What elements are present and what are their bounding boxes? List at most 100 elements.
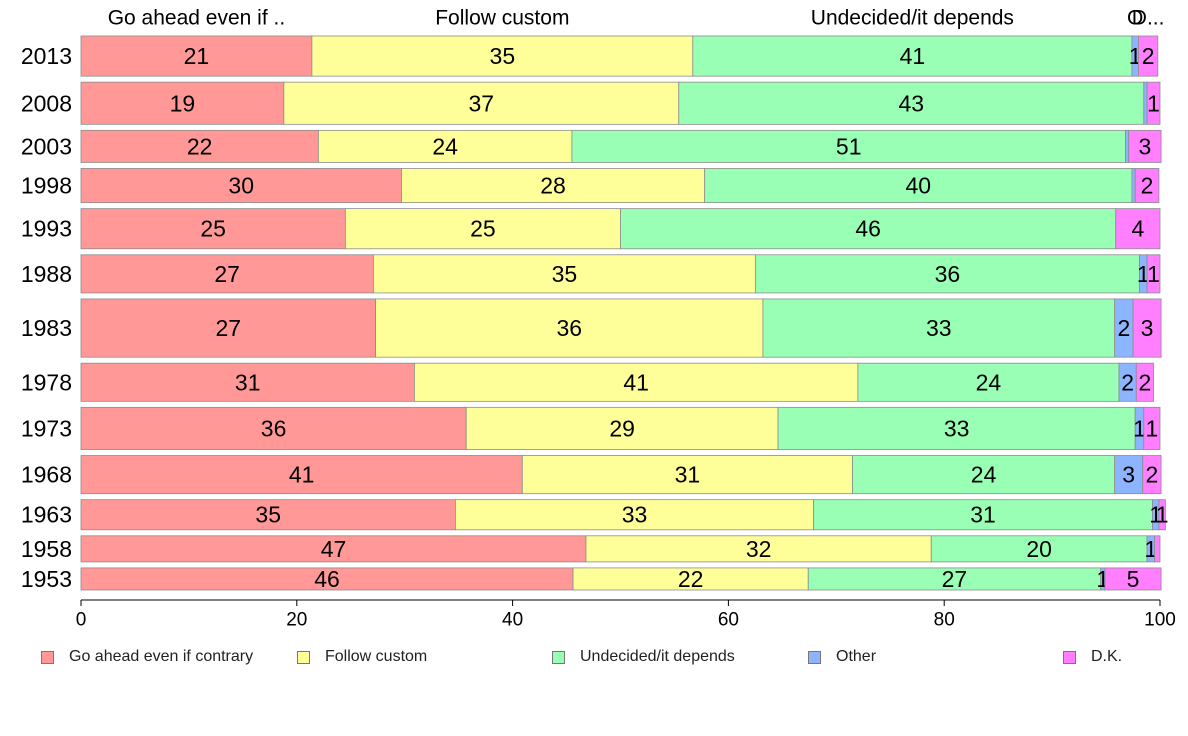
data-label-1973-series-1: 29 <box>609 415 635 441</box>
legend-label-go-ahead: Go ahead even if contrary <box>69 648 254 665</box>
y-tick-label-1958: 1958 <box>21 536 72 562</box>
y-tick-label-1963: 1963 <box>21 502 72 528</box>
bar-2013-series-1 <box>311 35 694 77</box>
bar-2003-series-3 <box>1125 129 1130 163</box>
y-tick-label-1993: 1993 <box>21 216 72 242</box>
data-label-2008-series-2: 43 <box>898 90 924 116</box>
bar-2013-series-2 <box>692 35 1133 77</box>
bar-1993-series-0 <box>80 208 346 250</box>
data-label-1983-series-0: 27 <box>215 315 241 341</box>
data-label-1983-series-4: 3 <box>1141 315 1154 341</box>
data-label-2013-series-0: 21 <box>184 43 210 69</box>
bar-1988-series-4 <box>1146 254 1161 294</box>
bar-1973-series-4 <box>1143 406 1161 450</box>
bar-2003-series-0 <box>80 129 319 163</box>
bar-1998-series-3 <box>1131 168 1136 204</box>
legend-swatch-go-ahead <box>41 650 54 664</box>
data-label-2003-series-1: 24 <box>432 133 458 159</box>
legend-swatch-dk <box>1063 650 1076 664</box>
data-label-2008-series-0: 19 <box>170 90 196 116</box>
x-tick-label-20: 20 <box>286 610 307 631</box>
data-label-1988-series-3: 1 <box>1137 261 1150 287</box>
segment-header-1: Follow custom <box>435 7 569 30</box>
bar-1963-series-1 <box>455 499 815 531</box>
data-label-1953-series-0: 46 <box>314 566 340 592</box>
bar-1953-series-4 <box>1104 567 1162 591</box>
x-tick-label-0: 0 <box>76 610 87 631</box>
bar-1963-series-0 <box>80 499 456 531</box>
data-label-1998-series-4: 2 <box>1141 173 1154 199</box>
bar-1988-series-0 <box>80 254 374 294</box>
bar-1993-series-2 <box>620 208 1117 250</box>
data-label-1998-series-0: 30 <box>228 173 254 199</box>
segment-header-4: D... <box>1132 7 1165 30</box>
segment-header-2: Undecided/it depends <box>811 7 1014 30</box>
data-label-1953-series-1: 22 <box>678 566 704 592</box>
bar-2008-series-1 <box>283 81 680 125</box>
bar-1973-series-0 <box>80 406 467 450</box>
data-label-1983-series-3: 2 <box>1117 315 1130 341</box>
data-label-1978-series-1: 41 <box>623 369 649 395</box>
y-tick-label-2013: 2013 <box>21 43 72 69</box>
bar-1968-series-4 <box>1142 455 1162 495</box>
x-tick-label-80: 80 <box>934 610 955 631</box>
data-label-1973-series-0: 36 <box>261 415 287 441</box>
data-label-1968-series-3: 3 <box>1122 462 1135 488</box>
data-label-2008-series-4: 1 <box>1147 90 1160 116</box>
y-tick-label-1973: 1973 <box>21 415 72 441</box>
data-label-1958-series-3: 1 <box>1144 536 1157 562</box>
bar-1983-series-1 <box>375 298 764 358</box>
data-label-1953-series-2: 27 <box>942 566 968 592</box>
legend-swatch-other <box>808 650 821 664</box>
bar-1978-series-1 <box>414 362 859 402</box>
y-tick-label-1988: 1988 <box>21 261 72 287</box>
y-tick-label-1983: 1983 <box>21 315 72 341</box>
legend-item-other: Other <box>808 648 876 666</box>
bar-2003-series-2 <box>571 129 1126 163</box>
bar-1978-series-2 <box>857 362 1120 402</box>
legend-swatch-follow-custom <box>297 650 310 664</box>
y-tick-label-1998: 1998 <box>21 173 72 199</box>
data-label-2013-series-4: 2 <box>1142 43 1155 69</box>
segment-header-3: O <box>1127 7 1143 30</box>
data-label-1973-series-4: 1 <box>1146 415 1159 441</box>
bar-1973-series-1 <box>465 406 779 450</box>
bar-1958-series-2 <box>930 535 1148 563</box>
legend-item-follow-custom: Follow custom <box>297 648 427 666</box>
legend-swatch-undecided <box>552 650 565 664</box>
data-label-1968-series-0: 41 <box>289 462 315 488</box>
bar-1988-series-2 <box>754 254 1140 294</box>
bar-1998-series-4 <box>1134 168 1160 204</box>
bar-1983-series-0 <box>80 298 376 358</box>
data-label-1978-series-2: 24 <box>976 369 1002 395</box>
legend-label-other: Other <box>836 648 877 665</box>
data-label-1963-series-1: 33 <box>622 502 648 528</box>
legend-item-undecided: Undecided/it depends <box>552 648 735 666</box>
bar-1963-series-2 <box>813 499 1153 531</box>
data-label-1968-series-1: 31 <box>675 462 701 488</box>
data-label-1958-series-2: 20 <box>1026 536 1052 562</box>
data-label-2013-series-2: 41 <box>900 43 926 69</box>
data-label-1958-series-0: 47 <box>321 536 347 562</box>
data-label-1978-series-3: 2 <box>1121 369 1134 395</box>
data-label-1978-series-0: 31 <box>235 369 261 395</box>
y-tick-label-1978: 1978 <box>21 369 72 395</box>
data-label-1988-series-0: 27 <box>214 261 240 287</box>
data-label-1983-series-1: 36 <box>556 315 582 341</box>
y-tick-label-2008: 2008 <box>21 90 72 116</box>
data-label-1968-series-4: 2 <box>1146 462 1159 488</box>
legend-label-undecided: Undecided/it depends <box>580 648 735 665</box>
data-label-2003-series-2: 51 <box>836 133 862 159</box>
data-label-1998-series-2: 40 <box>906 173 932 199</box>
data-label-1983-series-2: 33 <box>926 315 952 341</box>
data-label-1988-series-2: 36 <box>935 261 961 287</box>
data-label-2003-series-4: 3 <box>1138 133 1151 159</box>
bar-2008-series-2 <box>678 81 1145 125</box>
legend: Go ahead even if contrary Follow custom … <box>0 648 1188 676</box>
bar-2013-series-4 <box>1138 35 1159 77</box>
legend-item-dk: D.K. <box>1063 648 1122 666</box>
x-tick-label-40: 40 <box>502 610 523 631</box>
data-label-1963-series-4: 1 <box>1156 502 1169 528</box>
data-label-1968-series-2: 24 <box>971 462 997 488</box>
data-label-1988-series-1: 35 <box>552 261 578 287</box>
